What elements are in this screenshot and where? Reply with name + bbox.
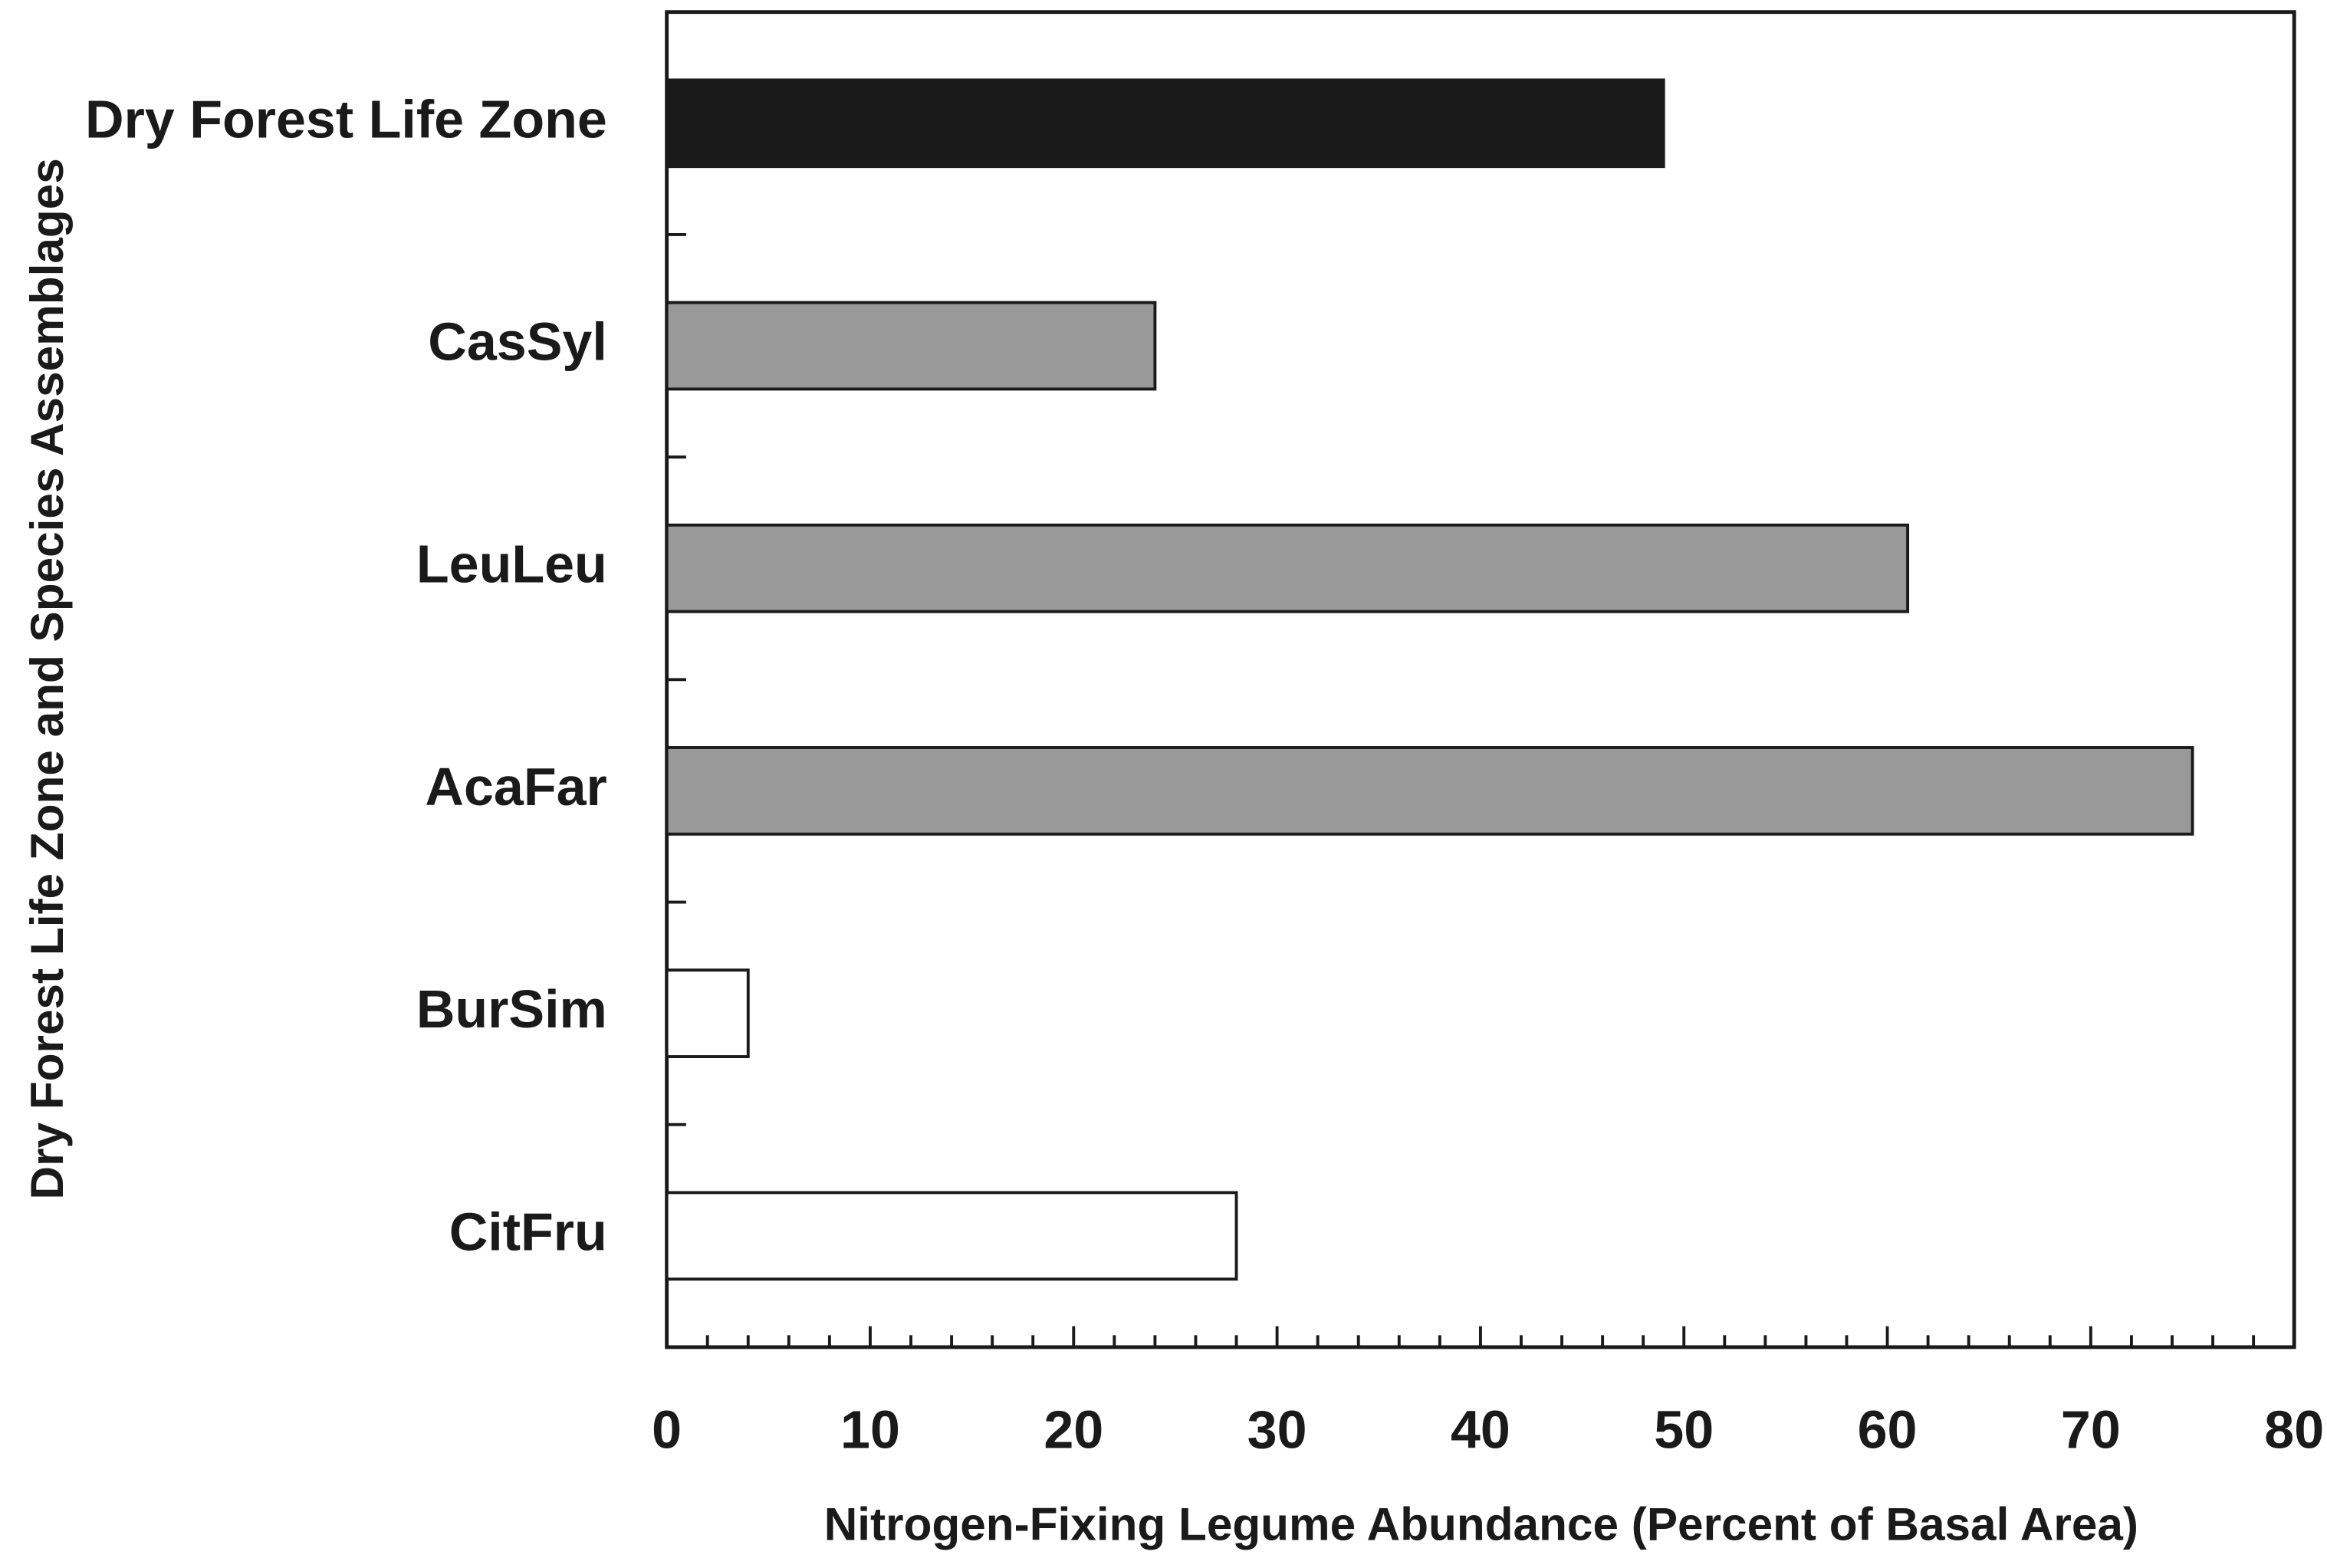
x-tick-label: 0 — [652, 1399, 682, 1459]
x-tick-label: 10 — [840, 1399, 900, 1459]
x-tick-label: 20 — [1044, 1399, 1103, 1459]
x-tick-label: 30 — [1247, 1399, 1307, 1459]
y-axis-title: Dry Forest Life Zone and Species Assembl… — [21, 158, 73, 1199]
bar — [665, 968, 750, 1058]
bar — [665, 1191, 1238, 1281]
x-tick-label: 50 — [1654, 1399, 1714, 1459]
bar — [665, 746, 2194, 836]
x-tick-label: 80 — [2264, 1399, 2324, 1459]
y-tick-label: CasSyl — [428, 312, 607, 372]
y-tick-label: AcaFar — [425, 757, 606, 817]
bar — [665, 78, 1665, 169]
plot-frame — [665, 10, 2296, 1349]
x-tick-label: 40 — [1451, 1399, 1510, 1459]
x-axis-title: Nitrogen-Fixing Legume Abundance (Percen… — [824, 1497, 2138, 1550]
bar — [665, 523, 1910, 613]
y-tick-label: Dry Forest Life Zone — [85, 89, 607, 149]
x-tick-label: 70 — [2061, 1399, 2121, 1459]
y-tick-label: LeuLeu — [416, 534, 607, 594]
y-tick-label: CitFru — [449, 1201, 607, 1261]
bar — [665, 301, 1157, 391]
x-tick-label: 60 — [1858, 1399, 1918, 1459]
y-tick-label: BurSim — [416, 979, 607, 1039]
